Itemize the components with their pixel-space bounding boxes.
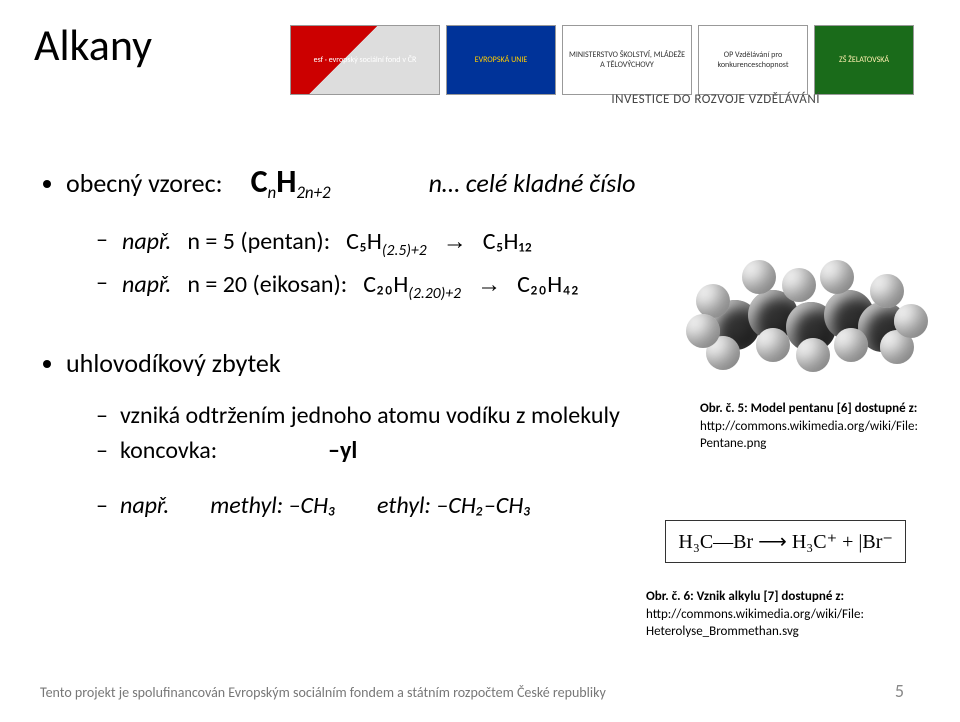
ex1-f2: C₅H₁₂ [483, 227, 547, 260]
logo-msmt: MINISTERSTVO ŠKOLSTVÍ, MLÁDEŽE A TĚLOVÝC… [562, 25, 692, 95]
fig5-bold: Obr. č. 5: Model pentanu [6] dostupné z: [700, 401, 917, 416]
logo-op: OP Vzdělávání pro konkurenceschopnost [698, 25, 808, 95]
footer-text: Tento projekt je spolufinancován Evropsk… [40, 684, 606, 701]
footer: Tento projekt je spolufinancován Evropsk… [40, 680, 904, 702]
reaction-box: H₃C—Br ⟶ H₃C⁺ + |Br⁻ [665, 520, 906, 563]
napr-2: např. [122, 270, 185, 303]
ethyl-label: ethyl: [377, 491, 431, 520]
zbytek-heading: uhlovodíkový zbytek [66, 347, 281, 379]
logo-esf: esf · evropský sociální fond v ČR [290, 25, 440, 95]
note-rest: … celé kladné číslo [442, 167, 636, 199]
header-logos: esf · evropský sociální fond v ČR EVROPS… [290, 12, 930, 108]
pentane-model [700, 250, 900, 380]
fig6-link2: Heterolyse_Brommethan.svg [646, 624, 799, 639]
formula-h: H [276, 162, 296, 201]
ex2-lhs: n = 20 (eikosan): [187, 270, 361, 303]
note-n: n [429, 167, 442, 199]
ex2-arrow: → [477, 270, 515, 303]
ex1-f1: C₅H(2.5)+2 [346, 227, 441, 260]
invest-line: INVESTICE DO ROZVOJE VZDĚLÁVÁNÍ [611, 92, 820, 107]
koncovka-label: koncovka: [120, 436, 217, 465]
napr-1: např. [122, 227, 185, 260]
figure-6-caption: Obr. č. 6: Vznik alkylu [7] dostupné z: … [646, 588, 906, 641]
ex1-lhs: n = 5 (pentan): [187, 227, 344, 260]
fig5-link1: http://commons.wikimedia.org/wiki/File: [700, 419, 918, 434]
formula-sub-2n2: 2n+2 [296, 182, 330, 203]
ex2-f2: C₂₀H₄₂ [517, 270, 593, 303]
zbytek-line3: např. methyl: –CH₃ ethyl: –CH₂–CH₃ [96, 491, 920, 520]
napr-3: např. [120, 491, 169, 520]
row-vzorec: obecný vzorec: CnH2n+2 n… celé kladné čí… [66, 162, 920, 203]
methyl-label: methyl: [210, 491, 283, 520]
fig6-bold: Obr. č. 6: Vznik alkylu [7] dostupné z: [646, 589, 844, 604]
ex1-arrow: → [443, 227, 481, 260]
vzorec-label: obecný vzorec: [66, 167, 223, 199]
fig5-link2: Pentane.png [700, 436, 766, 451]
slide: Alkany esf · evropský sociální fond v ČR… [0, 0, 960, 722]
methyl-val: –CH₃ [289, 491, 336, 520]
fig6-link1: http://commons.wikimedia.org/wiki/File: [646, 607, 864, 622]
koncovka-value: –yl [328, 436, 357, 465]
vzorec-note: n… celé kladné číslo [429, 167, 636, 199]
ex2-f1: C₂₀H(2.20)+2 [363, 270, 475, 303]
ethyl-val: –CH₂–CH₃ [436, 491, 531, 520]
page-number: 5 [895, 680, 904, 702]
logo-school: ZŠ ŽELATOVSKÁ [814, 25, 914, 95]
figure-5-caption: Obr. č. 5: Model pentanu [6] dostupné z:… [700, 400, 920, 453]
formula-c: C [251, 162, 268, 201]
formula-sub-n: n [268, 182, 277, 203]
general-formula: CnH2n+2 [251, 162, 331, 203]
logo-eu: EVROPSKÁ UNIE [446, 25, 556, 95]
